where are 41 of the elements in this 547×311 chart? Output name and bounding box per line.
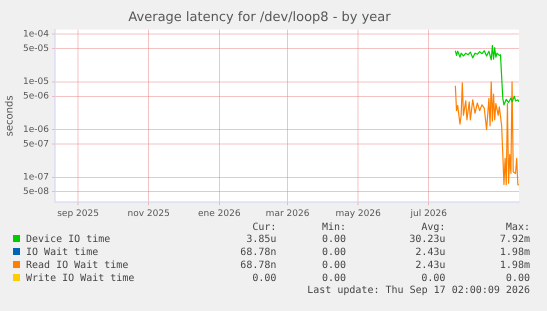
text: 1.98m — [498, 259, 531, 272]
x-tick-label: nov 2025 — [128, 208, 170, 219]
x-tick-label: jul 2026 — [409, 208, 448, 219]
legend-label: Write IO Wait time — [26, 273, 134, 284]
text: 0.00 — [320, 233, 348, 246]
y-tick-label: 5e-07 — [22, 139, 49, 150]
y-tick-label: 5e-06 — [22, 92, 50, 102]
x-tick-label: may 2026 — [335, 208, 382, 219]
text: 1.98m — [498, 246, 531, 259]
text: 0.00 — [320, 246, 348, 259]
text: Min: — [320, 222, 348, 233]
legend-label: IO Wait time — [26, 247, 98, 258]
text: Cur: — [251, 222, 278, 233]
text: 2.43u — [414, 246, 446, 259]
text: 0.00 — [320, 272, 348, 285]
text: 68.78n — [239, 259, 278, 272]
y-axis-title: seconds — [4, 95, 16, 136]
legend-label: Read IO Wait time — [26, 260, 128, 271]
y-tick-label: 1e-04 — [22, 30, 50, 40]
text: Avg: — [420, 222, 446, 233]
text: 3.85u — [245, 233, 278, 246]
text: 0.00 — [420, 272, 446, 285]
text: 7.92m — [498, 233, 531, 246]
text: 0.00 — [504, 272, 531, 285]
text: Last update: Thu Sep 17 02:00:09 2026 — [306, 285, 531, 296]
y-tick-label: 1e-07 — [22, 172, 49, 183]
text: 30.23u — [408, 233, 446, 246]
y-tick-label: 5e-05 — [22, 44, 49, 54]
text: 2.43u — [414, 259, 446, 272]
legend-label: Device IO time — [26, 234, 110, 245]
x-tick-label: ene 2026 — [198, 208, 241, 219]
chart-title: Average latency for /dev/loop8 - by year — [128, 10, 392, 26]
text: 0.00 — [320, 259, 348, 272]
text: 68.78n — [239, 246, 278, 259]
text: Max: — [504, 222, 531, 233]
y-tick-label: 1e-05 — [22, 77, 49, 88]
y-tick-label: 1e-06 — [22, 124, 50, 135]
text: 0.00 — [251, 272, 278, 285]
x-tick-label: sep 2025 — [57, 208, 99, 219]
x-tick-label: mar 2026 — [266, 208, 310, 219]
y-tick-label: 5e-08 — [22, 186, 50, 197]
